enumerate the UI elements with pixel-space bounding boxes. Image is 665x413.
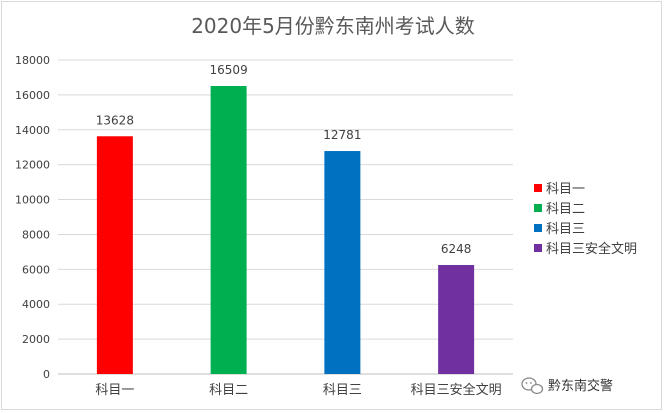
legend-swatch [534,244,542,252]
y-tick-label: 18000 [15,54,50,67]
watermark-text: 黔东南交警 [548,378,613,394]
y-tick-label: 12000 [15,159,50,172]
y-tick-label: 14000 [15,124,50,137]
bar-4 [438,265,475,374]
bar-1 [96,136,133,374]
y-tick-label: 10000 [15,194,50,207]
legend-label: 科目二 [546,202,585,217]
grid-lines [58,59,513,375]
y-tick-label: 4000 [22,298,50,311]
bars [96,86,475,374]
x-axis-categories: 科目一 科目二 科目三 科目三安全文明 [95,382,501,398]
y-tick-label: 8000 [22,228,50,241]
legend-label: 科目三安全文明 [546,241,637,257]
legend-swatch [534,224,542,232]
y-tick-label: 16000 [15,89,50,102]
watermark: 黔东南交警 [521,377,613,395]
chart-title: 2020年5月份黔东南州考试人数 [191,14,475,38]
data-label: 16509 [210,63,248,77]
legend-label: 科目一 [546,182,585,197]
y-axis-ticks: 0 2000 4000 6000 8000 10000 12000 14000 16000 180… [15,54,50,381]
legend-label: 科目三 [546,222,585,237]
data-label: 13628 [96,113,134,127]
y-tick-label: 0 [43,368,50,381]
y-tick-label: 2000 [22,333,50,346]
x-category-label: 科目三 [323,383,362,398]
x-category-label: 科目一 [95,383,134,398]
bar-3 [324,151,361,374]
x-category-label: 科目三安全文明 [411,382,502,398]
x-category-label: 科目二 [209,383,248,398]
legend-swatch [534,184,542,192]
y-tick-label: 6000 [22,263,50,276]
data-label: 6248 [441,242,472,256]
data-labels: 13628 16509 12781 6248 [96,63,472,256]
legend-swatch [534,204,542,212]
bar-2 [210,86,247,374]
wechat-icon [521,377,544,395]
data-label: 12781 [323,128,361,142]
